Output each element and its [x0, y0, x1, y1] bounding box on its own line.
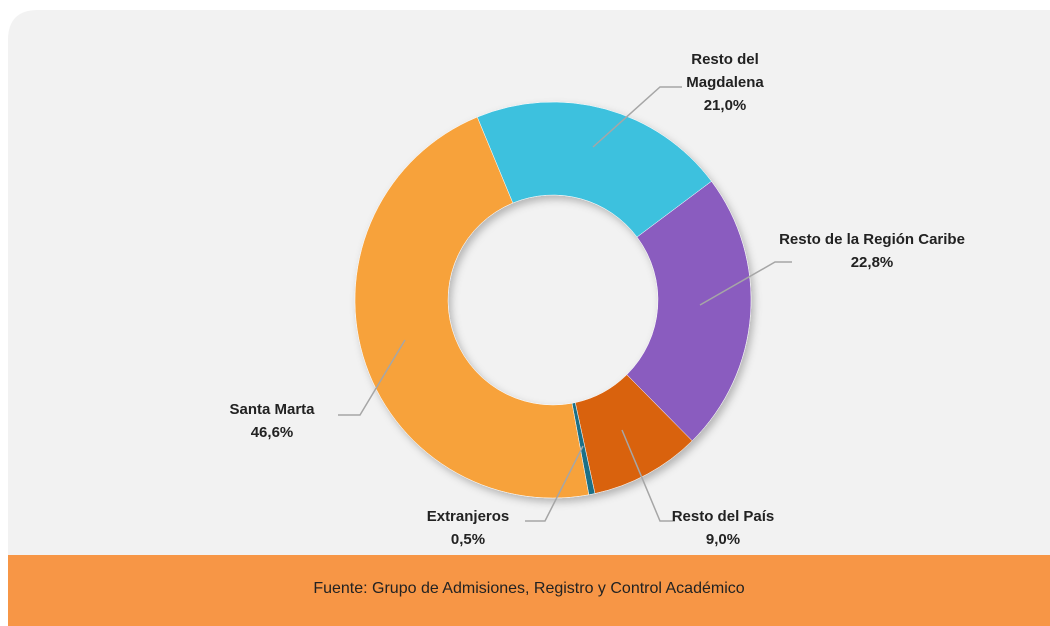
panel: [8, 10, 1050, 580]
slice: [476, 101, 712, 238]
slice-label: Resto de la Región Caribe 22,8%: [777, 228, 967, 274]
leader-line: [592, 86, 682, 148]
donut: [354, 101, 752, 499]
category-name: Extranjeros: [426, 508, 510, 525]
leader-lines: [338, 86, 792, 522]
category-name: Santa Marta: [229, 401, 315, 418]
footer-band: [8, 555, 1050, 626]
slice-label: Santa Marta 46,6%: [197, 398, 347, 444]
source-note: Fuente: Grupo de Admisiones, Registro y …: [313, 580, 745, 597]
category-name: Resto del País: [671, 508, 775, 525]
leader-line: [621, 429, 675, 522]
slice: [354, 116, 590, 499]
leader-line: [699, 261, 792, 306]
slice-label: Resto del País 9,0%: [648, 505, 798, 551]
slice-label: Resto del Magdalena 21,0%: [670, 48, 780, 117]
value-label: 0,5%: [450, 531, 486, 548]
value-label: 9,0%: [705, 531, 741, 548]
slice: [626, 180, 752, 442]
leader-line: [338, 339, 406, 416]
category-name: Resto del Magdalena: [686, 51, 764, 91]
category-name: Resto de la Región Caribe: [779, 231, 965, 248]
value-label: 21,0%: [703, 97, 747, 114]
slice-label: Extranjeros 0,5%: [393, 505, 543, 551]
value-label: 22,8%: [850, 254, 894, 271]
leader-line: [525, 445, 584, 522]
value-label: 46,6%: [250, 424, 294, 441]
